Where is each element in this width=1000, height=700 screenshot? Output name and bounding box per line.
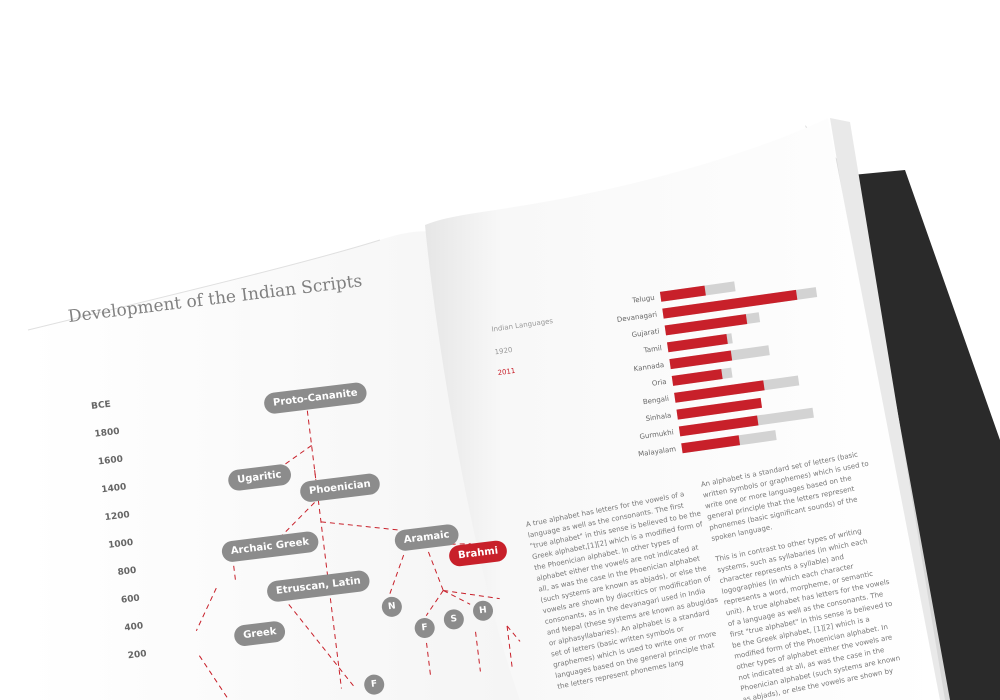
tree-connectors xyxy=(195,410,521,700)
bar-2011-tamil xyxy=(667,333,728,353)
category-label-kannada: Kannada xyxy=(633,360,665,374)
category-label-gurmukhi: Gurmukhi xyxy=(639,428,675,442)
category-label-devanagari: Devanagari xyxy=(616,310,658,325)
category-label-sinhala: Sinhala xyxy=(645,411,672,424)
bar-2011-oria xyxy=(671,369,723,386)
category-label-gujarati: Gujarati xyxy=(631,327,660,340)
column2-paragraph-2: This is in contrast to other types of wr… xyxy=(714,527,901,700)
chart-title: Indian Languages xyxy=(490,317,554,334)
column1-paragraph: A true alphabet has letters for the vowe… xyxy=(525,490,719,691)
category-label-telugu: Telugu xyxy=(631,293,656,305)
text-column-1: A true alphabet has letters for the vowe… xyxy=(525,487,732,700)
bar-2011-telugu xyxy=(659,285,706,302)
bar-2011-kannada xyxy=(669,350,733,370)
category-label-malayalam: Malayalam xyxy=(637,445,677,459)
category-label-bengali: Bengali xyxy=(642,394,670,407)
left-page-content: Development of the Indian Scripts xyxy=(60,249,528,700)
legend-2011: 2011 xyxy=(497,366,516,378)
bar-2011-gujarati xyxy=(664,314,748,336)
bar-2011-malayalam xyxy=(681,435,741,454)
category-label-tamil: Tamil xyxy=(643,344,663,355)
legend-1920: 1920 xyxy=(494,345,513,357)
category-label-oria: Oria xyxy=(651,377,668,388)
